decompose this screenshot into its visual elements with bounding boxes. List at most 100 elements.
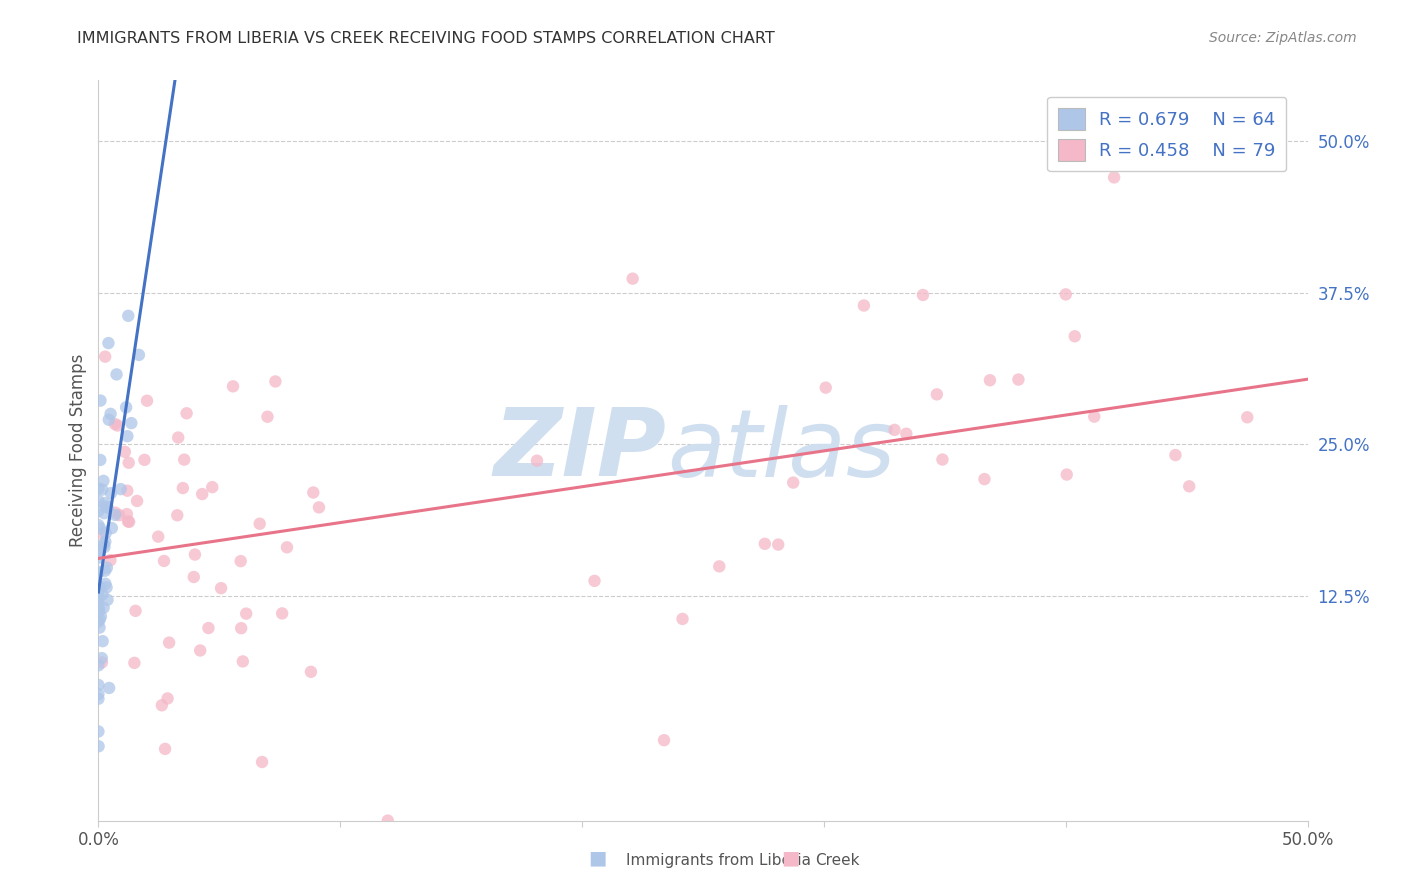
Point bbox=[91, 483, 114, 497]
Point bbox=[87, 504, 110, 518]
Text: Immigrants from Liberia: Immigrants from Liberia bbox=[626, 853, 811, 868]
Point bbox=[176, 406, 198, 420]
Point bbox=[197, 621, 219, 635]
Point bbox=[91, 587, 114, 601]
Point bbox=[1007, 373, 1029, 387]
Point bbox=[1178, 479, 1201, 493]
Point bbox=[256, 409, 278, 424]
Text: Source: ZipAtlas.com: Source: ZipAtlas.com bbox=[1209, 31, 1357, 45]
Point bbox=[93, 506, 115, 520]
Point bbox=[153, 742, 176, 756]
Point bbox=[100, 407, 122, 421]
Point bbox=[979, 373, 1001, 387]
Point bbox=[1054, 287, 1077, 301]
Point bbox=[94, 350, 117, 364]
Point bbox=[172, 481, 194, 495]
Point bbox=[911, 288, 934, 302]
Point bbox=[98, 681, 121, 695]
Point bbox=[308, 500, 330, 515]
Point bbox=[94, 496, 117, 510]
Point bbox=[117, 515, 139, 529]
Point bbox=[125, 494, 148, 508]
Point bbox=[118, 456, 141, 470]
Point bbox=[1056, 467, 1078, 482]
Point bbox=[107, 418, 129, 433]
Point bbox=[167, 431, 190, 445]
Point bbox=[250, 755, 273, 769]
Point bbox=[87, 579, 110, 593]
Point bbox=[883, 423, 905, 437]
Point bbox=[166, 508, 188, 523]
Point bbox=[1102, 170, 1125, 185]
Point bbox=[117, 483, 139, 498]
Point bbox=[768, 538, 790, 552]
Point bbox=[87, 601, 110, 615]
Point bbox=[87, 518, 110, 533]
Point bbox=[89, 393, 111, 408]
Point bbox=[709, 559, 731, 574]
Point bbox=[93, 537, 115, 551]
Point bbox=[136, 393, 159, 408]
Point bbox=[87, 678, 110, 692]
Point bbox=[124, 604, 146, 618]
Point bbox=[229, 554, 252, 568]
Point bbox=[87, 543, 110, 558]
Point bbox=[117, 309, 139, 323]
Point bbox=[925, 387, 948, 401]
Point bbox=[97, 500, 120, 515]
Point bbox=[89, 581, 111, 595]
Point bbox=[120, 416, 142, 430]
Text: IMMIGRANTS FROM LIBERIA VS CREEK RECEIVING FOOD STAMPS CORRELATION CHART: IMMIGRANTS FROM LIBERIA VS CREEK RECEIVI… bbox=[77, 31, 775, 46]
Point bbox=[299, 665, 322, 679]
Point bbox=[276, 541, 298, 555]
Point bbox=[100, 486, 122, 500]
Point bbox=[105, 368, 128, 382]
Text: Creek: Creek bbox=[815, 853, 860, 868]
Point bbox=[173, 452, 195, 467]
Point bbox=[91, 656, 114, 670]
Point bbox=[87, 565, 110, 579]
Point bbox=[100, 553, 122, 567]
Point bbox=[87, 691, 110, 706]
Point bbox=[973, 472, 995, 486]
Point bbox=[115, 507, 138, 521]
Point bbox=[150, 698, 173, 713]
Point bbox=[101, 521, 124, 535]
Point bbox=[93, 540, 115, 554]
Point bbox=[184, 548, 207, 562]
Point bbox=[153, 554, 176, 568]
Point bbox=[118, 515, 141, 529]
Point bbox=[222, 379, 245, 393]
Point bbox=[128, 348, 150, 362]
Point bbox=[94, 534, 117, 549]
Point bbox=[671, 612, 693, 626]
Point bbox=[87, 482, 110, 496]
Point bbox=[87, 658, 110, 673]
Point bbox=[87, 550, 110, 565]
Point bbox=[94, 576, 117, 591]
Point bbox=[271, 607, 294, 621]
Point bbox=[124, 656, 146, 670]
Point bbox=[209, 581, 232, 595]
Point bbox=[115, 401, 138, 415]
Point bbox=[89, 453, 111, 467]
Point bbox=[87, 739, 110, 754]
Point bbox=[104, 506, 127, 520]
Point bbox=[583, 574, 606, 588]
Point bbox=[104, 417, 127, 431]
Point bbox=[87, 724, 110, 739]
Point bbox=[93, 600, 115, 615]
Point bbox=[93, 474, 115, 488]
Text: ZIP: ZIP bbox=[494, 404, 666, 497]
Point bbox=[782, 475, 804, 490]
Point bbox=[302, 485, 325, 500]
Point bbox=[104, 508, 127, 522]
Point bbox=[94, 500, 117, 514]
Point bbox=[235, 607, 257, 621]
Point bbox=[1236, 410, 1258, 425]
Point bbox=[110, 482, 132, 496]
Point bbox=[1164, 448, 1187, 462]
Point bbox=[232, 655, 254, 669]
Point bbox=[188, 643, 211, 657]
Point bbox=[652, 733, 675, 747]
